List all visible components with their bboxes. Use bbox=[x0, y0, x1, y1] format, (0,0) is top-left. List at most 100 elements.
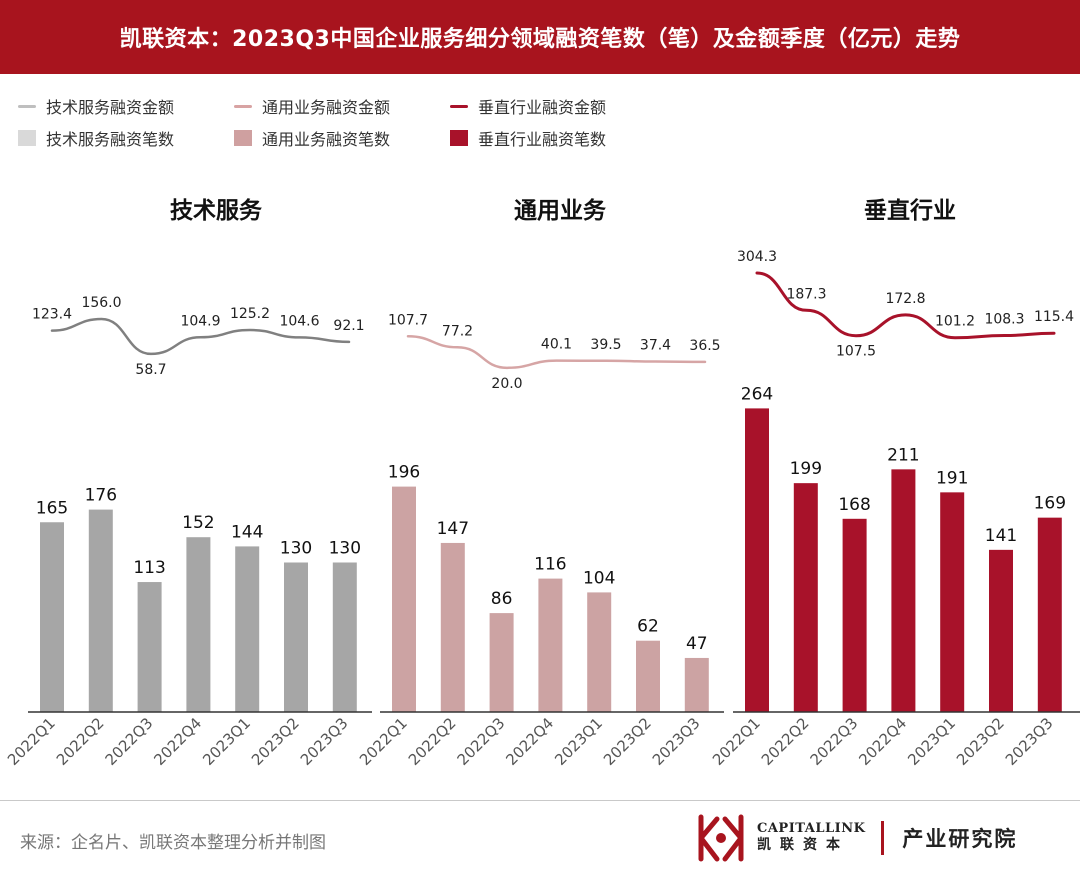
amount-value-label: 304.3 bbox=[737, 249, 777, 265]
bar-value-label: 165 bbox=[36, 498, 68, 518]
legend-item-vertical-count: 垂直行业融资笔数 bbox=[450, 126, 690, 150]
legend-row-amount: 技术服务融资金额 通用业务融资金额 垂直行业融资金额 bbox=[18, 90, 690, 122]
category-label: 2023Q2 bbox=[953, 714, 1008, 769]
bar bbox=[636, 640, 660, 712]
amount-value-label: 156.0 bbox=[81, 295, 121, 311]
category-label: 2023Q2 bbox=[248, 714, 303, 769]
amount-value-label: 20.0 bbox=[491, 376, 522, 392]
amount-value-label: 77.2 bbox=[442, 323, 473, 339]
bar-value-label: 86 bbox=[491, 589, 513, 609]
category-label: 2022Q3 bbox=[807, 714, 862, 769]
amount-value-label: 39.5 bbox=[590, 337, 621, 353]
amount-line bbox=[755, 271, 1056, 340]
category-label: 2023Q1 bbox=[551, 714, 606, 769]
category-label: 2022Q3 bbox=[102, 714, 157, 769]
bar bbox=[587, 592, 612, 712]
bar bbox=[684, 657, 709, 712]
bar-value-label: 169 bbox=[1034, 494, 1066, 514]
category-label: 2022Q1 bbox=[4, 714, 59, 769]
bar bbox=[186, 537, 211, 712]
amount-value-label: 107.5 bbox=[836, 344, 876, 360]
legend-item-general-amount: 通用业务融资金额 bbox=[234, 94, 450, 118]
legend-swatch-line bbox=[450, 104, 468, 108]
source-note: 来源：企名片、凯联资本整理分析并制图 bbox=[20, 833, 326, 853]
chart-title: 垂直行业 bbox=[864, 197, 956, 224]
amount-line bbox=[406, 335, 707, 370]
bar bbox=[940, 492, 965, 712]
capitallink-logo: CAPITALLINK 凯联资本 产业研究院 bbox=[695, 812, 1017, 864]
amount-value-label: 187.3 bbox=[786, 286, 826, 302]
category-label: 2022Q4 bbox=[502, 714, 557, 769]
logo-mark-icon bbox=[698, 814, 744, 862]
bar-value-label: 62 bbox=[637, 617, 659, 637]
bar-value-label: 144 bbox=[231, 522, 263, 542]
amount-value-label: 108.3 bbox=[984, 311, 1024, 327]
amount-value-label: 58.7 bbox=[135, 362, 166, 378]
amount-value-label: 101.2 bbox=[935, 314, 975, 330]
amount-value-label: 104.9 bbox=[180, 313, 220, 329]
amount-value-label: 40.1 bbox=[541, 337, 572, 353]
legend-swatch-box bbox=[18, 130, 36, 146]
logo-text: CAPITALLINK 凯联资本 bbox=[757, 821, 866, 854]
category-label: 2023Q2 bbox=[600, 714, 655, 769]
bar-value-label: 147 bbox=[437, 519, 469, 539]
bar-value-label: 113 bbox=[133, 558, 165, 578]
bar-value-label: 191 bbox=[936, 468, 968, 488]
category-label: 2023Q1 bbox=[199, 714, 254, 769]
bar bbox=[137, 582, 162, 712]
bar-value-label: 211 bbox=[887, 445, 919, 465]
bar bbox=[489, 613, 514, 712]
bar-value-label: 47 bbox=[686, 634, 708, 654]
amount-value-label: 37.4 bbox=[640, 338, 671, 354]
legend-label: 垂直行业融资笔数 bbox=[478, 130, 607, 149]
amount-value-label: 104.6 bbox=[279, 313, 319, 329]
bar bbox=[332, 562, 357, 712]
chart-title: 技术服务 bbox=[170, 198, 263, 224]
bar bbox=[440, 542, 465, 712]
bar-value-label: 141 bbox=[985, 526, 1017, 546]
charts-area: 技术服务 165 2022Q1 176 2022Q2 113 2022Q3 152 2022Q4… bbox=[4, 197, 1080, 769]
legend-row-count: 技术服务融资笔数 通用业务融资笔数 垂直行业融资笔数 bbox=[18, 122, 690, 154]
chart-title: 通用业务 bbox=[514, 198, 607, 224]
legend-swatch-line bbox=[18, 104, 36, 108]
bar bbox=[989, 549, 1013, 712]
category-label: 2023Q3 bbox=[649, 714, 704, 769]
legend-label: 垂直行业融资金额 bbox=[478, 98, 607, 117]
institute-label: 产业研究院 bbox=[902, 826, 1018, 851]
bar-value-label: 264 bbox=[741, 384, 773, 404]
bar bbox=[1037, 517, 1062, 712]
bar bbox=[40, 522, 64, 712]
bar bbox=[538, 578, 563, 712]
footer-divider bbox=[0, 800, 1080, 801]
bar bbox=[284, 562, 308, 712]
legend-item-general-count: 通用业务融资笔数 bbox=[234, 126, 450, 150]
amount-value-label: 115.4 bbox=[1034, 309, 1074, 325]
bar-value-label: 152 bbox=[182, 513, 214, 533]
logo-en: CAPITALLINK bbox=[757, 821, 866, 837]
category-label: 2023Q1 bbox=[904, 714, 959, 769]
bar-value-label: 168 bbox=[838, 495, 870, 515]
bar-value-label: 130 bbox=[280, 539, 312, 559]
bar-value-label: 104 bbox=[583, 568, 615, 588]
bar bbox=[842, 518, 867, 712]
category-label: 2022Q1 bbox=[709, 714, 764, 769]
category-label: 2022Q2 bbox=[53, 714, 108, 769]
header-bar: 凯联资本：2023Q3中国企业服务细分领域融资笔数（笔）及金额季度（亿元）走势 bbox=[0, 0, 1080, 74]
logo-divider bbox=[881, 821, 885, 855]
legend-swatch-line bbox=[234, 104, 252, 108]
legend-label: 通用业务融资笔数 bbox=[262, 130, 391, 149]
legend-item-tech-count: 技术服务融资笔数 bbox=[18, 126, 234, 150]
bar bbox=[392, 486, 416, 712]
amount-line bbox=[50, 317, 351, 356]
legend-swatch-box bbox=[234, 130, 252, 146]
amount-value-label: 107.7 bbox=[388, 312, 428, 328]
bar-value-label: 196 bbox=[388, 463, 420, 483]
page-title: 凯联资本：2023Q3中国企业服务细分领域融资笔数（笔）及金额季度（亿元）走势 bbox=[119, 27, 961, 52]
category-label: 2022Q2 bbox=[405, 714, 460, 769]
legend-item-vertical-amount: 垂直行业融资金额 bbox=[450, 94, 690, 118]
category-label: 2023Q3 bbox=[297, 714, 352, 769]
category-label: 2022Q3 bbox=[454, 714, 509, 769]
legend-item-tech-amount: 技术服务融资金额 bbox=[18, 94, 234, 118]
amount-value-label: 123.4 bbox=[32, 307, 72, 323]
legend-label: 技术服务融资笔数 bbox=[46, 130, 175, 149]
